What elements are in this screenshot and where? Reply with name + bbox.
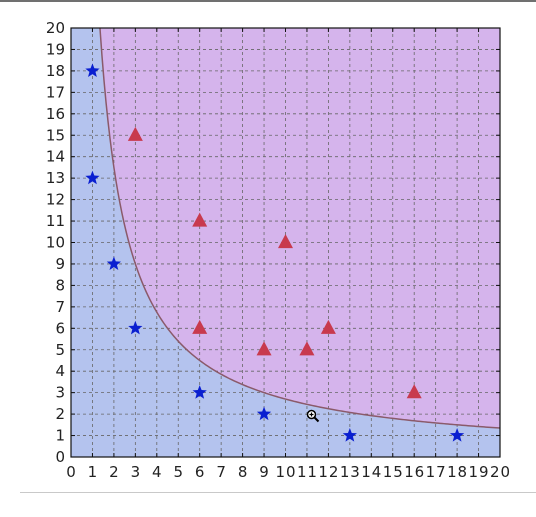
y-tick-label: 15 [46,126,65,144]
y-tick-label: 16 [46,105,65,123]
y-tick-label: 14 [46,148,65,166]
triangle-point [192,212,208,227]
x-tick-label: 1 [88,463,98,481]
x-tick-label: 7 [216,463,226,481]
x-tick-label: 3 [131,463,141,481]
star-point [256,406,272,421]
y-tick-label: 0 [55,448,65,466]
y-tick-label: 1 [55,427,65,445]
y-tick-label: 3 [55,384,65,402]
y-tick-label: 20 [46,19,65,37]
triangle-point [192,319,208,334]
x-tick-label: 2 [109,463,119,481]
y-tick-label: 4 [55,362,65,380]
axes [70,27,501,458]
window-bottom-border [20,492,536,493]
x-tick-label: 20 [490,463,510,481]
triangle-point [256,341,272,356]
x-tick-label: 9 [259,463,269,481]
x-tick-label: 8 [238,463,248,481]
y-tick-label: 19 [46,40,65,58]
x-axis-ticks: 0 1 2 3 4 5 6 7 8 9 10 11 12 13 14 15 16 17 18 19 20 [66,463,510,481]
x-tick-label: 16 [404,463,424,481]
x-tick-label: 12 [318,463,338,481]
star-point [192,385,207,399]
triangle-point [320,319,336,334]
x-tick-label: 18 [447,463,467,481]
y-tick-label: 10 [46,234,65,252]
data-points [85,63,465,442]
x-tick-label: 14 [361,463,381,481]
triangle-point [299,341,315,356]
x-tick-label: 10 [276,463,296,481]
y-tick-label: 11 [46,212,65,230]
x-tick-label: 6 [195,463,205,481]
zoom-icon [306,409,320,423]
y-tick-label: 13 [46,169,65,187]
star-point [106,256,122,271]
x-tick-label: 17 [426,463,446,481]
y-tick-label: 8 [55,276,65,294]
star-point [85,63,100,77]
y-tick-label: 6 [55,319,65,337]
y-tick-label: 17 [46,83,65,101]
triangle-point [278,234,293,249]
y-tick-label: 5 [55,341,65,359]
y-tick-label: 7 [55,298,65,316]
star-point [449,428,465,442]
y-tick-label: 12 [46,191,65,209]
y-tick-label: 2 [55,405,65,423]
decision-boundary [99,27,501,429]
x-tick-label: 0 [66,463,76,481]
triangle-point [127,126,143,141]
star-point [85,170,100,185]
star-point [128,320,143,335]
x-tick-label: 5 [173,463,183,481]
y-tick-label: 9 [55,255,65,273]
star-point [342,428,357,442]
x-tick-label: 15 [383,463,403,481]
y-tick-label: 18 [46,62,65,80]
triangle-point [406,384,422,399]
x-tick-label: 11 [297,463,317,481]
x-tick-label: 4 [152,463,162,481]
x-tick-label: 13 [340,463,360,481]
boundary-curve [99,27,501,429]
window-top-border [0,0,536,2]
x-tick-label: 19 [469,463,489,481]
